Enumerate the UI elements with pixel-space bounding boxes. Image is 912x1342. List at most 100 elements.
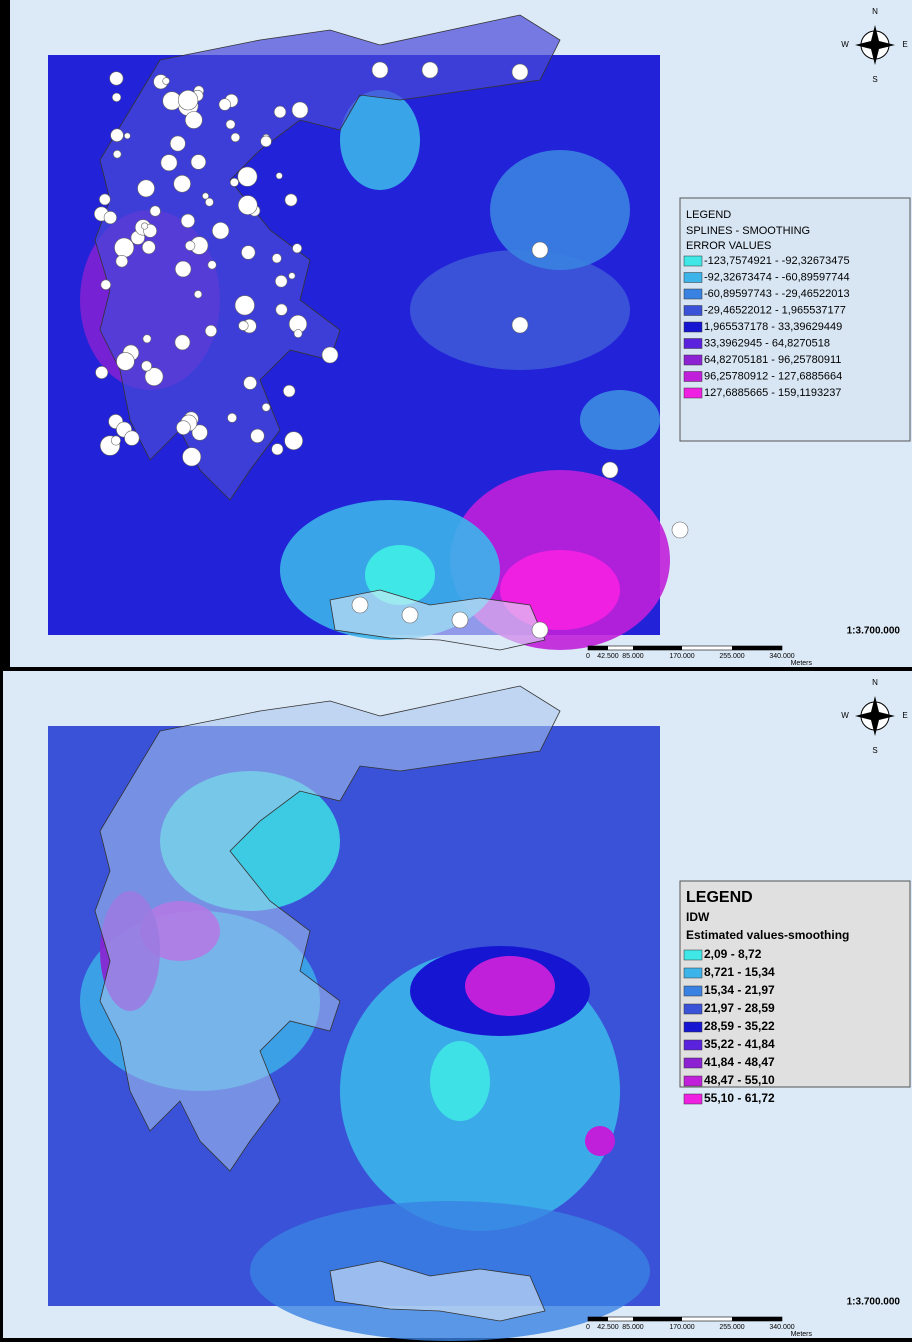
scale-unit: Meters [791,660,813,667]
legend-label: 35,22 - 41,84 [704,1037,775,1051]
station-point [274,106,286,118]
surface-blob [490,150,630,270]
station-point [272,444,283,455]
legend-swatch [684,306,702,316]
legend-label: 2,09 - 8,72 [704,947,762,961]
scale-segment [633,646,682,650]
station-point [175,261,191,277]
station-point [262,403,270,411]
station-point [239,321,249,331]
scale-segment [732,646,782,650]
station-point [202,193,208,199]
legend-label: 8,721 - 15,34 [704,965,775,979]
scale-tick-label: 255.000 [719,653,744,660]
station-point [512,317,528,333]
station-point [111,436,120,445]
legend-swatch [684,322,702,332]
station-point [101,280,111,290]
surface-blob [410,250,630,370]
station-point [174,175,191,192]
station-point [532,622,548,638]
station-point [191,155,206,170]
scale-tick-label: 0 [586,653,590,660]
legend-title: LEGEND [686,209,731,221]
station-point [238,167,257,186]
map-panel: NSWELEGENDIDWEstimated values-smoothing2… [0,671,912,1342]
legend-subtitle: Estimated values-smoothing [686,928,849,942]
scale-tick-label: 170.000 [669,653,694,660]
station-point [175,335,190,350]
station-point [141,361,151,371]
compass-label: S [872,746,877,755]
station-point [150,206,160,216]
surface-blob [580,390,660,450]
legend-label: 15,34 - 21,97 [704,983,775,997]
compass-label: E [902,711,907,720]
station-point [402,607,418,623]
station-point [142,241,155,254]
station-point [163,78,170,85]
compass-label: E [902,40,907,49]
legend-title: LEGEND [686,889,753,906]
station-point [124,133,130,139]
station-point [294,329,302,337]
station-point [111,129,124,142]
station-point [205,325,216,336]
station-point [238,196,257,215]
station-point [182,448,200,466]
station-point [322,347,338,363]
scale-segment [588,1317,608,1321]
legend-label: 1,965537178 - 33,39629449 [704,321,842,333]
map-stack: NSWELEGENDSPLINES - SMOOTHINGERROR VALUE… [0,0,912,1342]
station-point [532,242,548,258]
station-point [113,150,121,158]
station-point [241,246,255,260]
station-point [114,238,133,257]
station-point [235,296,255,316]
legend-label: 96,25780912 - 127,6885664 [704,370,842,382]
surface-blob [465,956,555,1016]
compass-label: S [872,75,877,84]
legend-method: IDW [686,910,710,924]
station-point [672,522,688,538]
station-point [178,90,198,110]
scale-ratio: 1:3.700.000 [847,1297,901,1308]
legend-label: 127,6885665 - 159,1193237 [704,387,841,399]
compass-label: N [872,678,878,687]
station-point [176,421,190,435]
legend-swatch [684,339,702,349]
legend-swatch [684,289,702,299]
station-point [116,352,134,370]
station-point [170,136,185,151]
scale-tick-label: 170.000 [669,1324,694,1331]
station-point [292,102,308,118]
station-point [231,133,240,142]
scale-segment [732,1317,782,1321]
station-point [261,136,272,147]
legend-swatch [684,388,702,398]
station-point [251,429,265,443]
legend-label: -29,46522012 - 1,965537177 [704,304,846,316]
legend-method: SPLINES - SMOOTHING [686,225,810,237]
station-point [185,111,202,128]
station-point [96,366,108,378]
legend-label: 55,10 - 61,72 [704,1091,775,1105]
compass-label: N [872,7,878,16]
station-point [161,155,177,171]
scale-tick-label: 42.500 [597,1324,619,1331]
legend-swatch [684,1094,702,1104]
legend-swatch [684,1040,702,1050]
legend-label: 21,97 - 28,59 [704,1001,775,1015]
station-point [230,178,238,186]
station-point [181,214,195,228]
legend-subtitle: ERROR VALUES [686,240,771,252]
scale-tick-label: 42.500 [597,653,619,660]
station-point [272,254,281,263]
legend-swatch [684,1004,702,1014]
station-point [285,194,297,206]
station-point [141,223,147,229]
scale-unit: Meters [791,1331,813,1338]
legend-label: -60,89597743 - -29,46522013 [704,288,850,300]
legend-swatch [684,950,702,960]
station-point [283,385,295,397]
